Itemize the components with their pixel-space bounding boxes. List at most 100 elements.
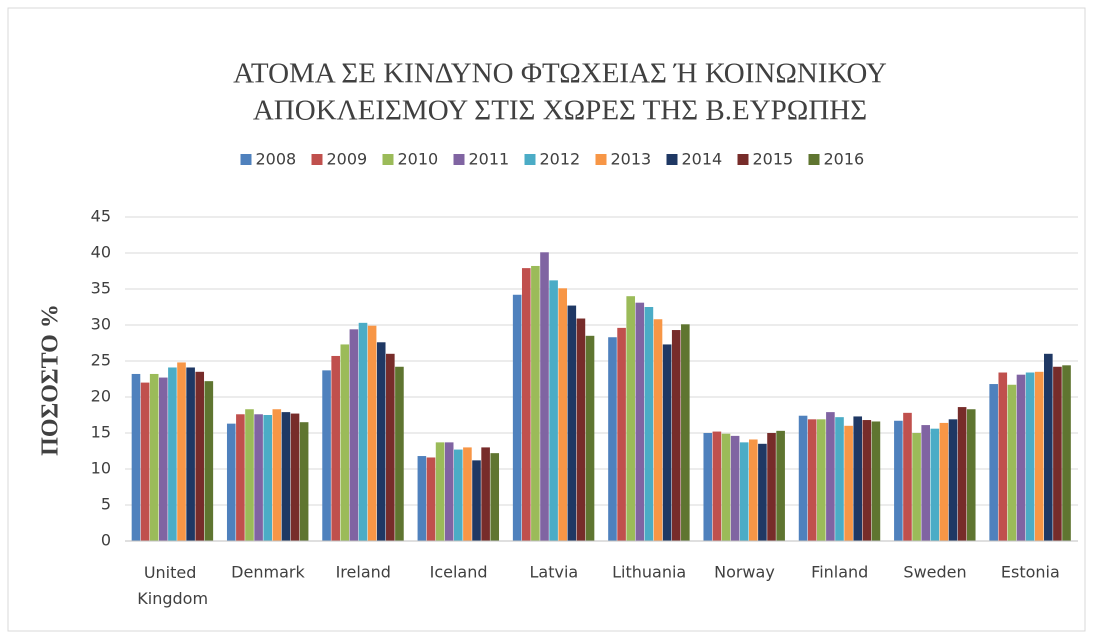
bar [966,409,976,541]
bar [490,453,500,541]
bar [245,409,254,541]
bar [635,302,645,541]
bar [158,377,168,541]
y-tick-label: 30 [91,315,111,334]
bar [871,421,881,541]
bar [653,319,663,541]
x-tick-label: United Kingdom [137,563,208,608]
chart-title: ΑΤΟΜΑ ΣΕ ΚΙΝΔΥΝΟ ΦΤΩΧΕΙΑΣ Ή ΚΟΙΝΩΝΙΚΟΥ [233,58,887,90]
legend-label: 2008 [256,150,297,169]
legend-label: 2016 [824,150,865,169]
bar [331,355,340,541]
bar [395,366,404,541]
bar [463,447,472,541]
bar [776,430,785,541]
bar [671,330,681,541]
bar [1034,371,1044,541]
bar [921,425,930,541]
bar [299,422,309,541]
bar [195,371,205,541]
bar [272,409,282,541]
legend-label: 2013 [611,150,652,169]
legend-swatch [666,154,678,165]
bar [1025,372,1035,541]
bar [948,419,958,541]
bar [576,318,586,541]
bar [957,407,967,541]
bar [322,370,331,541]
legend-label: 2015 [753,150,794,169]
bar [426,457,436,541]
bar [358,322,368,541]
bar [626,296,635,541]
bar [758,443,767,541]
bar [703,433,713,541]
bar [435,442,445,541]
bar [739,442,749,541]
y-tick-label: 15 [91,423,111,442]
bar [730,435,740,541]
bar [767,433,776,541]
bar [281,412,291,541]
y-tick-label: 45 [91,207,111,226]
bar [472,460,481,541]
bar [417,456,427,541]
bar [549,280,558,541]
bar [558,288,568,541]
bar [254,414,263,541]
bar [386,353,395,541]
bar [263,415,273,541]
bar [862,420,872,541]
bar [1007,384,1017,541]
y-axis-label: ΠΟΣΟΣΤΟ % [38,304,64,456]
bar [662,344,672,541]
bar [531,265,540,541]
bar [1016,374,1026,541]
bar [186,367,195,541]
bar [721,433,731,541]
x-tick-label: Latvia [529,563,578,582]
bar [349,329,359,541]
bar [376,342,386,541]
bar [131,373,141,541]
legend-swatch [808,154,820,165]
legend-swatch [453,154,465,165]
bar [617,327,626,541]
legend-label: 2009 [327,150,368,169]
y-tick-label: 10 [91,459,111,478]
bar [140,382,150,541]
legend-swatch [595,154,607,165]
legend-swatch [737,154,749,165]
legend-label: 2011 [469,150,510,169]
bar [567,305,577,541]
bar [826,412,835,541]
bar [585,335,595,541]
x-tick-label: Sweden [903,563,966,582]
legend-swatch [524,154,536,165]
y-tick-label: 20 [91,387,111,406]
bar [177,362,186,541]
bar [608,337,617,541]
bar [340,344,350,541]
bar [903,412,912,541]
y-tick-label: 5 [101,495,111,514]
y-tick-label: 25 [91,351,111,370]
x-tick-label: Ireland [336,563,391,582]
y-tick-label: 0 [101,531,111,550]
bar [894,420,903,541]
bar [290,413,300,541]
x-tick-label: Estonia [1001,563,1060,582]
bar [1053,366,1062,541]
bar [1062,365,1071,541]
bar [367,325,377,541]
bar [226,423,236,541]
bar [998,372,1008,541]
bar [712,431,722,541]
bar [512,294,522,541]
y-tick-label: 35 [91,279,111,298]
bar [835,417,844,541]
legend-swatch [382,154,394,165]
bar [444,442,454,541]
bar [939,422,949,541]
